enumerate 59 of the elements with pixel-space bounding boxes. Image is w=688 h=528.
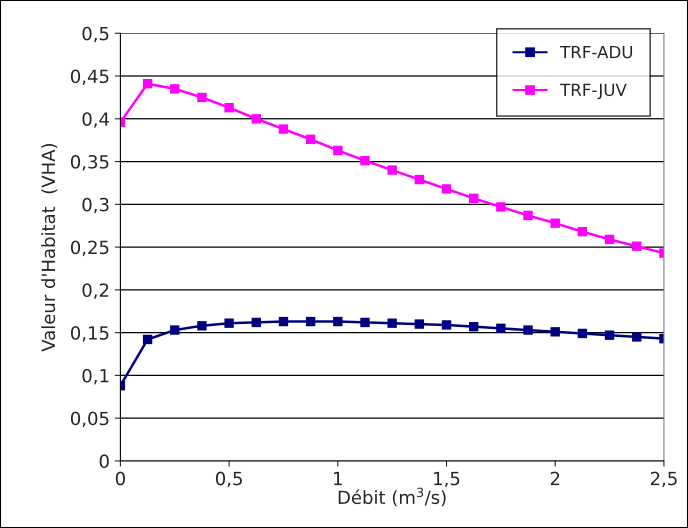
x-tick-label: 1 [334, 472, 342, 486]
point [306, 316, 316, 326]
point [333, 146, 342, 156]
point [550, 327, 560, 336]
y-tick-label: 0,2 [82, 283, 108, 299]
point [142, 79, 152, 88]
y-tick-label: 0 [100, 454, 109, 468]
point [278, 124, 288, 134]
point [523, 210, 533, 220]
point [442, 184, 452, 194]
point [469, 322, 478, 332]
point [442, 320, 452, 330]
point [333, 316, 342, 326]
y-tick-label: 0,05 [70, 412, 108, 428]
x-tick-label: 1,5 [434, 472, 460, 488]
point [604, 234, 614, 244]
y-tick-label: 0,35 [70, 155, 108, 171]
y-tick-label: 0,1 [82, 368, 108, 384]
point [523, 325, 533, 335]
point [224, 318, 234, 328]
x-tick-label: 2 [550, 472, 560, 486]
point [197, 92, 207, 102]
point [360, 156, 370, 166]
point [578, 227, 588, 236]
point [632, 332, 642, 342]
x-axis-title: Débit (m$^{3}$/s) [338, 488, 446, 506]
point [360, 318, 370, 328]
y-tick-label: 0,45 [70, 69, 108, 85]
y-tick-label: 0,3 [82, 198, 109, 214]
point [496, 202, 506, 212]
point [578, 328, 588, 338]
point [414, 174, 424, 184]
y-tick-label: 0,25 [70, 240, 108, 256]
y-tick-label: 0,5 [82, 26, 108, 42]
y-tick-label: 0,15 [70, 326, 108, 342]
point [170, 325, 180, 335]
point [632, 242, 642, 251]
point [252, 318, 261, 328]
point [197, 321, 207, 330]
x-tick-label: 0,5 [216, 472, 242, 488]
point [550, 218, 560, 228]
x-tick-label: 2,5 [650, 472, 677, 488]
y-axis-title: Valeur d'Habitat (VHA) [41, 144, 58, 352]
point [387, 165, 397, 175]
point [496, 324, 506, 334]
legend-label: TRF-JUV [560, 84, 627, 100]
x-tick-label: 0 [116, 472, 125, 486]
point [387, 318, 397, 328]
point [170, 84, 180, 94]
point [142, 334, 152, 344]
point [252, 114, 261, 124]
point [469, 194, 478, 204]
point [604, 330, 614, 340]
legend-label: TRF-ADU [560, 46, 632, 58]
point [306, 134, 316, 144]
point [278, 316, 288, 326]
point [224, 102, 234, 112]
y-tick-label: 0,4 [82, 112, 109, 128]
point [414, 319, 424, 329]
